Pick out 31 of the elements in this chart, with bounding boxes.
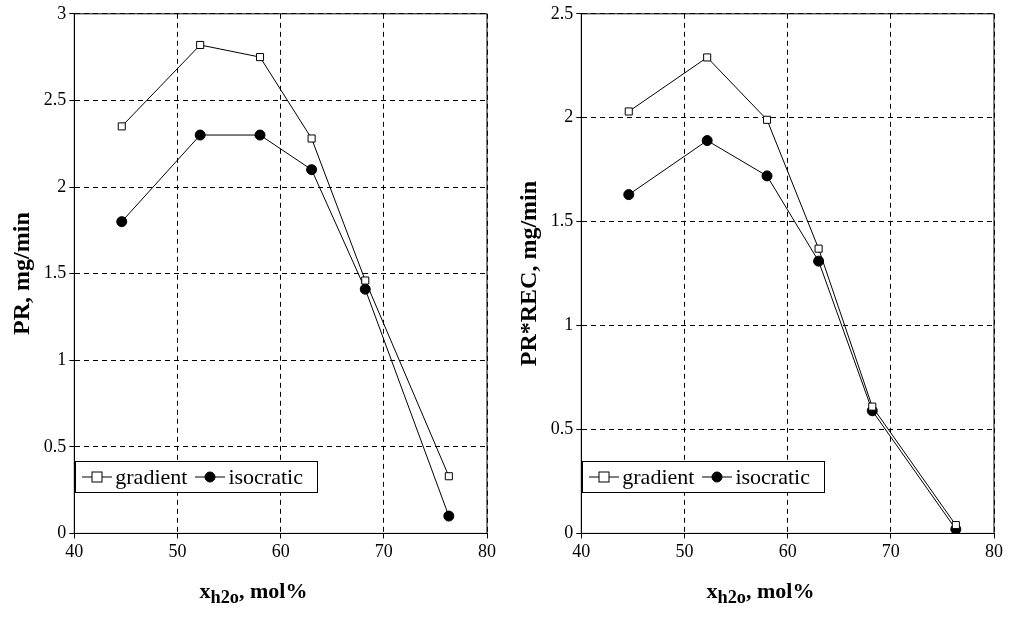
y-tick-label: 0.5 (43, 435, 67, 456)
y-tick-label: 1 (57, 348, 67, 369)
x-tick-label: 40 (65, 540, 84, 561)
x-tick-label: 80 (985, 540, 1003, 561)
x-axis-title: x$_{h2o}$, mol% (198, 578, 309, 609)
y-tick-label: 2.5 (550, 2, 574, 23)
y-tick-label: 2.5 (43, 89, 67, 110)
y-tick-label: 2 (564, 106, 574, 127)
y-tick-label: 0.5 (550, 418, 574, 439)
x-tick-label: 40 (572, 540, 591, 561)
legend-label: isocratic (735, 464, 810, 491)
x-tick-label: 50 (168, 540, 187, 561)
x-tick-label: 60 (778, 540, 797, 561)
legend-label: gradient (115, 464, 188, 491)
legend-label: isocratic (228, 464, 303, 491)
x-tick-label: 70 (881, 540, 900, 561)
x-tick-label: 60 (271, 540, 290, 561)
y-tick-label: 0 (564, 522, 574, 543)
x-tick-label: 80 (478, 540, 496, 561)
y-tick-label: 1.5 (550, 210, 574, 231)
x-tick-label: 70 (374, 540, 393, 561)
y-axis-title: PR*REC, mg/min (514, 180, 541, 367)
y-tick-label: 3 (57, 2, 67, 23)
x-axis-title: x$_{h2o}$, mol% (705, 578, 816, 609)
legend-label: gradient (622, 464, 695, 491)
y-tick-label: 2 (57, 175, 67, 196)
y-axis-title: PR, mg/min (7, 212, 34, 335)
y-tick-label: 1 (564, 314, 574, 335)
x-tick-label: 50 (675, 540, 694, 561)
y-tick-label: 0 (57, 522, 67, 543)
y-tick-label: 1.5 (43, 262, 67, 283)
